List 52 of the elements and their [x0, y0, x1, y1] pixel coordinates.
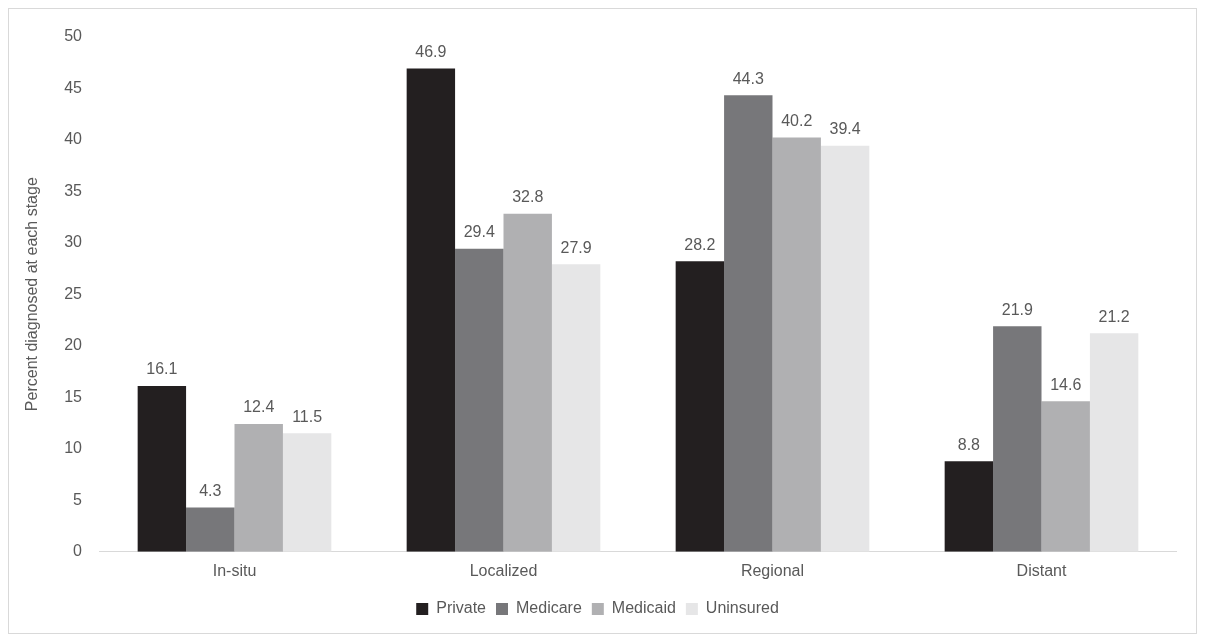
- y-tick-label: 15: [64, 387, 83, 405]
- bar: [772, 137, 821, 552]
- data-label: 29.4: [463, 223, 495, 241]
- legend-label: Medicaid: [611, 599, 676, 617]
- data-label: 12.4: [243, 398, 275, 416]
- bar: [282, 433, 332, 552]
- data-label: 11.5: [292, 407, 323, 425]
- y-tick-label: 35: [64, 181, 83, 199]
- data-label: 16.1: [146, 360, 178, 378]
- legend-label: Private: [436, 599, 487, 617]
- data-label: 32.8: [512, 188, 544, 206]
- bar: [503, 213, 552, 552]
- bar: [551, 264, 601, 552]
- bar: [137, 385, 187, 552]
- y-tick-label: 10: [64, 439, 83, 457]
- bar: [234, 424, 283, 552]
- y-tick-label: 50: [64, 27, 83, 45]
- data-label: 39.4: [829, 120, 861, 138]
- data-label: 27.9: [560, 238, 592, 256]
- x-tick-label: Regional: [740, 561, 805, 579]
- bar: [455, 248, 504, 552]
- y-tick-label: 45: [64, 78, 83, 96]
- bar: [675, 261, 725, 552]
- data-label: 21.9: [1001, 300, 1033, 318]
- bar: [1089, 333, 1139, 552]
- data-label: 28.2: [684, 235, 716, 253]
- y-tick-label: 30: [64, 233, 83, 251]
- bar: [944, 461, 994, 552]
- bar: [1041, 401, 1090, 552]
- data-label: 21.2: [1098, 307, 1130, 325]
- data-label: 44.3: [732, 69, 764, 87]
- y-axis-title: Percent diagnosed at each stage: [23, 177, 41, 412]
- data-label: 8.8: [957, 435, 981, 453]
- bar: [186, 507, 235, 552]
- bar: [724, 95, 773, 552]
- x-tick-label: Distant: [1016, 561, 1067, 579]
- y-tick-label: 5: [73, 490, 83, 508]
- data-label: 40.2: [781, 111, 813, 129]
- y-tick-label: 0: [73, 542, 83, 560]
- y-tick-label: 25: [64, 284, 83, 302]
- bar: [406, 68, 456, 552]
- data-label: 46.9: [415, 42, 447, 60]
- x-tick-label: In-situ: [212, 561, 257, 579]
- data-label: 14.6: [1050, 375, 1082, 393]
- y-tick-label: 40: [64, 130, 83, 148]
- legend-label: Medicare: [516, 599, 582, 617]
- bar: [820, 145, 870, 552]
- y-tick-label: 20: [64, 336, 83, 354]
- x-tick-label: Localized: [469, 561, 538, 579]
- data-label: 4.3: [199, 481, 222, 499]
- bar: [993, 326, 1042, 552]
- legend-label: Uninsured: [705, 599, 779, 617]
